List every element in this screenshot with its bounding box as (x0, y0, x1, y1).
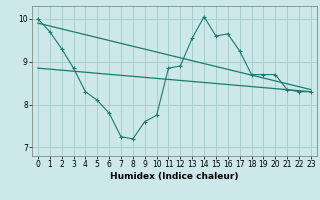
X-axis label: Humidex (Indice chaleur): Humidex (Indice chaleur) (110, 172, 239, 181)
